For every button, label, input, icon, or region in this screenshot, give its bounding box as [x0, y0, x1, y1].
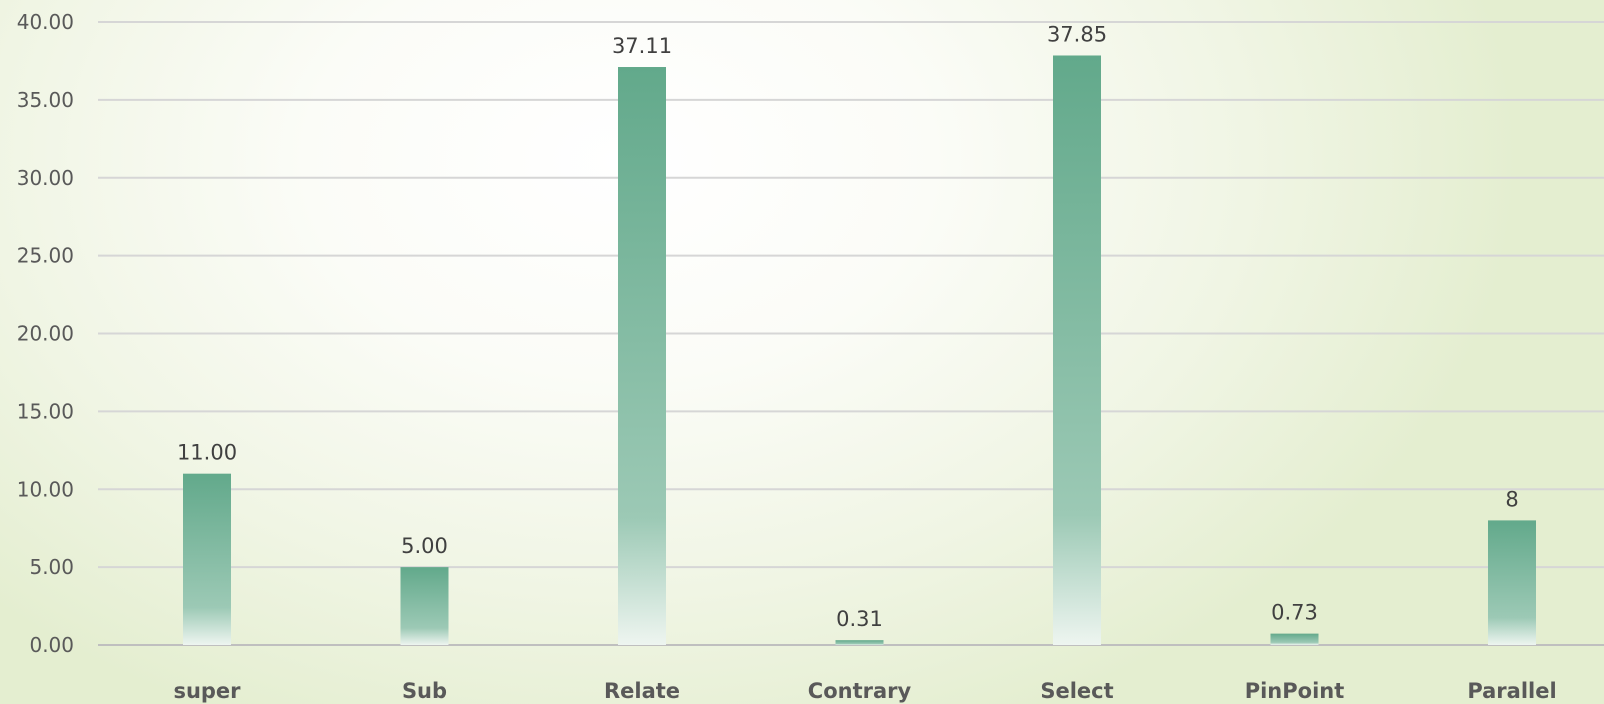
y-tick-label: 25.00 [17, 244, 74, 268]
y-tick-label: 5.00 [29, 555, 74, 579]
data-label: 8 [1505, 487, 1518, 511]
x-tick-label: PinPoint [1245, 679, 1345, 703]
data-label: 0.73 [1271, 601, 1318, 625]
bar-sub [400, 567, 449, 645]
bars [183, 55, 1536, 646]
data-label: 5.00 [401, 534, 448, 558]
y-tick-label: 20.00 [17, 322, 74, 346]
x-tick-label: Sub [402, 679, 447, 703]
x-tick-label: super [173, 679, 241, 703]
y-tick-label: 15.00 [17, 399, 74, 423]
gridlines [98, 21, 1604, 646]
y-tick-label: 40.00 [17, 10, 74, 34]
y-tick-label: 30.00 [17, 166, 74, 190]
data-label: 11.00 [177, 441, 237, 465]
bar-parallel [1488, 520, 1536, 645]
y-tick-label: 35.00 [17, 88, 74, 112]
x-tick-label: Select [1040, 679, 1113, 703]
data-label: 0.31 [836, 607, 883, 631]
bar-select [1053, 55, 1101, 645]
bar-relate [618, 67, 666, 646]
x-tick-label: Contrary [808, 679, 912, 703]
bar-super [183, 473, 231, 645]
data-label: 37.85 [1047, 22, 1107, 46]
y-axis: 0.00 5.00 10.00 15.00 20.00 25.00 30.00 35.00 40… [17, 10, 74, 657]
x-tick-label: Relate [604, 679, 680, 703]
bar-pinpoint [1270, 633, 1319, 645]
x-tick-label: Parallel [1467, 679, 1556, 703]
y-tick-label: 0.00 [29, 633, 74, 657]
data-labels: 11.00 5.00 37.11 0.31 37.85 0.73 8 [177, 22, 1519, 631]
y-tick-label: 10.00 [17, 477, 74, 501]
bar-contrary [835, 640, 884, 645]
x-axis: super Sub Relate Contrary Select PinPoint Para… [173, 679, 1556, 703]
data-label: 37.11 [612, 34, 672, 58]
